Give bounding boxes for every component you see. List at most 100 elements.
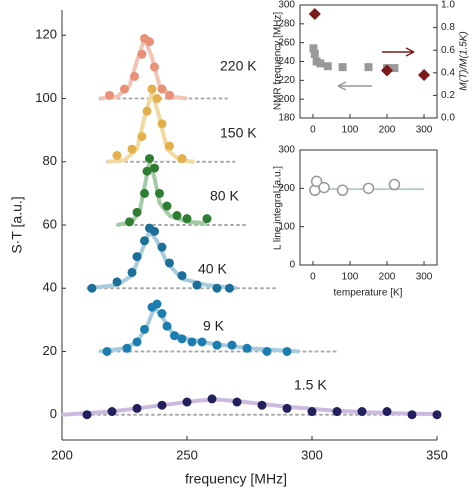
inset-y-label: L line integral [a.u.] [273,166,284,250]
point [202,214,212,224]
y-tick-label: 200 [278,183,295,194]
point [225,283,234,293]
point [165,141,174,151]
point [182,397,192,407]
point [282,346,292,356]
x-tick-label: 100 [342,272,359,283]
y2-tick-label: 0.0 [441,113,455,124]
point [157,242,167,252]
series-label: 9 K [203,318,225,334]
point [132,207,142,217]
point [257,400,267,410]
x-tick-label: 300 [416,125,433,136]
point [388,178,401,191]
y-tick-label: 0 [50,406,57,421]
arrow-head [337,81,347,91]
point [282,403,292,413]
point [152,299,162,309]
point [130,71,139,81]
point [132,403,142,413]
point [177,154,187,164]
point [137,49,147,59]
point [310,49,319,58]
point [382,407,392,417]
series-label: 220 K [220,58,257,74]
point [107,407,117,417]
x-tick-label: 200 [379,272,396,283]
point [308,8,321,21]
point [132,337,142,347]
y-tick-label: 260 [278,37,295,48]
point [172,211,182,221]
point [155,188,164,198]
y2-tick-label: 0.8 [441,22,455,33]
series-label: 1.5 K [294,377,327,393]
point [140,236,149,246]
point [125,217,134,227]
x-axis-label: frequency [MHz] [185,471,287,487]
point [197,337,207,347]
inset-x-label: temperature [K] [334,288,403,299]
point [162,321,172,331]
point [140,324,149,334]
y-tick-label: 300 [278,145,295,156]
y-tick-label: 280 [278,18,295,29]
y-axis-label: S·T [a.u.] [9,196,25,253]
point [307,407,317,417]
point [157,84,167,94]
point [102,346,112,356]
point [145,37,154,47]
point [182,214,192,224]
arrow-head [405,47,415,57]
point [145,154,154,164]
point [192,280,202,290]
x-tick-label: 300 [301,447,323,462]
point [318,181,330,194]
point [316,59,325,68]
point [323,62,332,71]
point [87,283,97,293]
y-tick-label: 100 [35,90,57,105]
x-tick-label: 300 [416,272,433,283]
fit-curve [106,85,195,164]
point [381,64,394,77]
fit-curve [99,32,188,101]
point [137,131,147,141]
point [336,184,349,196]
y-tick-label: 120 [35,27,57,42]
series-label: 40 K [198,261,227,277]
x-tick-label: 0 [310,125,316,136]
y-tick-label: 100 [278,221,295,232]
y2-tick-label: 1.0 [441,0,455,11]
point [338,63,347,72]
point [132,252,142,262]
point [142,106,152,116]
point [157,309,167,319]
y2-tick-label: 0.2 [441,90,455,101]
point [177,271,187,281]
point [309,44,318,53]
point [165,90,174,100]
point [432,410,442,420]
y2-tick-label: 0.4 [441,67,455,78]
point [232,397,242,407]
point [212,340,222,350]
inset-y2-label: M(T)/M(1.5K) [459,31,470,90]
point [150,226,159,236]
x-tick-label: 200 [51,447,73,462]
point [150,62,159,72]
point [207,394,217,404]
y-tick-label: 180 [278,113,295,124]
point [127,144,137,154]
inset-frame [299,149,438,266]
point [120,84,129,94]
point [147,84,157,94]
y-tick-label: 20 [43,343,57,358]
y-tick-label: 0 [289,260,295,271]
y-tick-label: 240 [278,56,295,67]
x-tick-label: 100 [342,125,359,136]
point [165,258,174,268]
point [242,343,252,353]
point [142,166,152,176]
